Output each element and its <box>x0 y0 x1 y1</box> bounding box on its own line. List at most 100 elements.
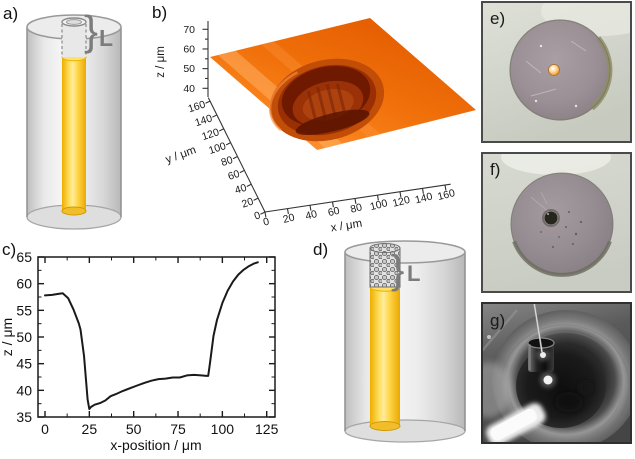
capillary-body <box>345 252 465 431</box>
c-x-tick-label: 100 <box>211 421 235 437</box>
panel-a-schematic: } L a) <box>3 4 122 230</box>
b-x-tick-label: 160 <box>436 187 456 203</box>
panel-g-label: g) <box>490 311 505 330</box>
panel-c-line-chart: 0 25 50 75 100 125 35 40 45 50 55 60 65 x-position /… <box>0 240 279 453</box>
cavity-highlight <box>547 213 549 215</box>
cavity-halo <box>542 209 560 227</box>
capillary-tip-core <box>533 302 543 353</box>
tick-mark <box>331 201 334 208</box>
c-y-tick-label: 35 <box>16 409 32 425</box>
c-x-tick-label: 25 <box>82 421 98 437</box>
panel-g-photo: g) <box>481 302 632 444</box>
c-profile-line <box>44 261 259 410</box>
photo-f-frame <box>481 152 632 293</box>
tick-mark <box>421 188 424 194</box>
gold-microdisc-highlight <box>551 67 555 70</box>
gold-microdisc <box>548 64 560 76</box>
b-y-tick-label: 160 <box>187 98 208 115</box>
panel-d-label: d) <box>313 240 328 259</box>
panel-e-photo: e) <box>481 1 632 143</box>
b-y-tick-label: 20 <box>240 196 255 211</box>
panel-f-label: f) <box>490 160 500 179</box>
gold-wire-bottom <box>369 421 401 431</box>
recess-depth-brace: } <box>391 248 404 292</box>
c-y-tick-label: 60 <box>16 276 32 292</box>
c-x-axis-title: x-position / μm <box>110 437 201 453</box>
recess-depth-brace: } <box>84 7 98 54</box>
crater-front-shadow <box>295 109 370 135</box>
gold-wire-body <box>370 287 400 426</box>
b-x-tick-label: 0 <box>262 216 271 229</box>
b-y-tick-label: 0 <box>253 209 262 222</box>
dark-blob-right <box>578 381 592 395</box>
gold-wire-bottom <box>61 206 87 216</box>
b-x-tick-label: 140 <box>414 190 434 206</box>
tick-mark <box>225 142 231 146</box>
panel-f-photo: f) <box>481 152 632 293</box>
tick-mark <box>219 128 225 132</box>
recessed-cavity-hole <box>544 211 558 225</box>
tick-mark <box>399 191 402 198</box>
tick-mark <box>376 195 379 201</box>
tick-mark <box>354 198 357 204</box>
white-reference-object <box>486 403 546 444</box>
recess-cavity <box>62 22 86 57</box>
c-x-tick-label: 0 <box>41 421 49 437</box>
small-bright-dot <box>487 335 491 339</box>
b-z-axis-title: z / μm <box>155 46 167 78</box>
reflection-bright-spot <box>543 375 553 385</box>
panel-d-schematic: } L d) <box>313 240 466 443</box>
capillary-top-face <box>344 240 466 264</box>
b-z-tick-label: 50 <box>183 63 195 75</box>
b-y-tick-label: 120 <box>200 126 221 143</box>
c-y-axis-title: z / μm <box>0 318 15 356</box>
gold-wire <box>61 17 87 216</box>
disc-speckles <box>540 211 583 248</box>
panel-b-label: b) <box>152 3 167 22</box>
gold-wire-d <box>369 243 401 431</box>
tick-mark <box>286 208 289 215</box>
b-y-axis <box>207 97 266 213</box>
b-z-tick-label: 70 <box>183 24 195 36</box>
b-y-tick-label: 140 <box>193 112 214 129</box>
crater-streaks <box>306 83 346 119</box>
recess-depth-label: L <box>99 25 113 51</box>
c-x-tick-label: 125 <box>255 421 279 437</box>
panel-e-label: e) <box>490 9 505 28</box>
top-left-streak <box>481 309 518 353</box>
recess-bore <box>66 19 82 25</box>
b-y-tick-label: 40 <box>233 182 248 197</box>
crater <box>268 58 385 142</box>
b-x-tick-label: 40 <box>304 208 318 223</box>
tick-mark <box>239 169 245 174</box>
panel-c-label: c) <box>2 240 16 259</box>
tip-bright-dot <box>540 352 546 358</box>
disc-speck <box>574 104 578 108</box>
c-y-tick-label: 65 <box>16 249 32 265</box>
dark-blob-lower <box>555 392 583 412</box>
disc-speck <box>539 44 543 48</box>
outer-glass-capillary-d <box>344 240 466 443</box>
photo-e-frame <box>481 1 632 143</box>
crater-rim-highlight <box>268 71 299 132</box>
b-x-tick-label: 20 <box>282 211 296 226</box>
b-z-tick-label: 60 <box>183 43 195 55</box>
b-x-axis-title: x / μm <box>330 218 363 235</box>
out-of-focus-object <box>481 362 511 418</box>
tick-mark <box>260 211 266 215</box>
tick-mark <box>264 211 267 218</box>
c-plot-frame <box>37 256 276 418</box>
c-y-tick-label: 40 <box>16 382 32 398</box>
disc-scratches <box>525 40 587 97</box>
tick-mark <box>246 183 252 187</box>
tick-mark <box>232 156 238 160</box>
tick-mark <box>444 184 447 191</box>
tick-mark <box>253 197 259 201</box>
disc-outline <box>509 19 611 121</box>
disc-scratches <box>530 191 550 213</box>
c-x-tick-label: 75 <box>170 421 186 437</box>
b-y-axis-title: y / μm <box>164 144 198 166</box>
